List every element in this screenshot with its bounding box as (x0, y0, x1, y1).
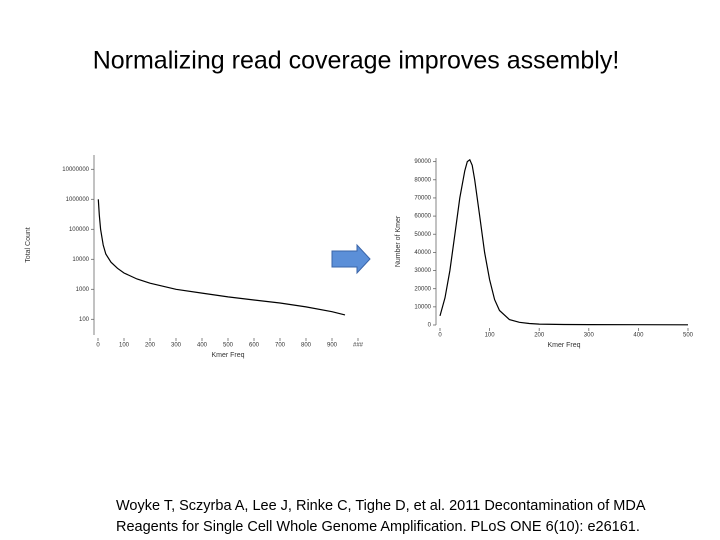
arrow (331, 243, 371, 275)
x-axis-label: Kmer Freq (547, 342, 580, 349)
x-axis-label: Kmer Freq (211, 352, 244, 359)
x-tick-label: 300 (584, 333, 595, 339)
x-tick-label: 300 (171, 343, 182, 349)
y-tick-label: 90000 (414, 159, 431, 165)
y-tick-label: 70000 (414, 196, 431, 202)
y-axis-label: Total Count (25, 227, 32, 262)
y-tick-label: 80000 (414, 177, 431, 183)
y-tick-label: 1000 (76, 287, 90, 293)
x-tick-label: 0 (438, 333, 442, 339)
x-tick-label: 500 (223, 343, 234, 349)
x-tick-label: 900 (327, 343, 338, 349)
x-tick-label: 100 (119, 343, 130, 349)
data-line (97, 199, 346, 316)
citation-line: Reagents for Single Cell Whole Genome Am… (116, 519, 640, 535)
y-tick-label: 100000 (69, 227, 90, 233)
y-tick-label: 10000 (414, 304, 431, 310)
citation-line: Woyke T, Sczyrba A, Lee J, Rinke C, Tigh… (116, 498, 646, 514)
y-tick-label: 20000 (414, 286, 431, 292)
x-tick-label: 200 (534, 333, 545, 339)
slide-title: Normalizing read coverage improves assem… (93, 47, 620, 75)
data-line (439, 158, 689, 326)
x-tick-label: 700 (275, 343, 286, 349)
x-tick-label: 600 (249, 343, 260, 349)
x-tick-label: ### (353, 343, 364, 349)
y-axis-label: Number of Kmer (395, 215, 402, 267)
y-tick-label: 0 (428, 323, 432, 329)
x-tick-label: 500 (683, 333, 694, 339)
x-tick-label: 800 (301, 343, 312, 349)
y-tick-label: 100 (79, 317, 90, 323)
y-tick-label: 10000 (72, 257, 89, 263)
x-tick-label: 400 (633, 333, 644, 339)
y-tick-label: 10000000 (62, 167, 89, 173)
x-tick-label: 400 (197, 343, 208, 349)
y-tick-label: 40000 (414, 250, 431, 256)
x-tick-label: 100 (485, 333, 496, 339)
x-tick-label: 200 (145, 343, 156, 349)
y-tick-label: 30000 (414, 268, 431, 274)
y-tick-label: 1000000 (66, 197, 90, 203)
y-tick-label: 60000 (414, 214, 431, 220)
x-tick-label: 0 (96, 343, 100, 349)
y-tick-label: 50000 (414, 232, 431, 238)
